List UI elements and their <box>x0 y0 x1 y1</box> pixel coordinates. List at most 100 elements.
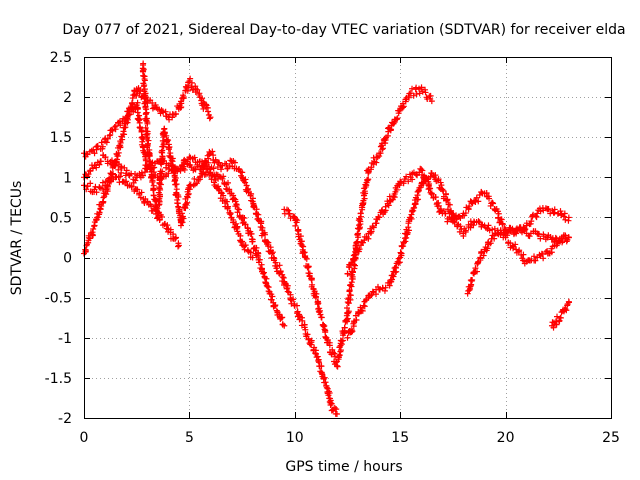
data-point <box>284 288 291 295</box>
data-point <box>462 210 469 217</box>
data-point <box>469 276 476 283</box>
data-point <box>343 312 350 319</box>
data-point <box>550 324 557 331</box>
data-point <box>334 363 341 370</box>
data-point <box>475 218 482 225</box>
data-point <box>191 154 198 161</box>
data-point <box>94 142 101 149</box>
data-point <box>347 281 354 288</box>
data-point <box>292 222 299 229</box>
data-point <box>408 211 415 218</box>
data-point <box>440 187 447 194</box>
data-point <box>140 73 147 80</box>
data-point <box>247 249 254 256</box>
data-point <box>548 249 555 256</box>
data-point <box>194 86 201 93</box>
data-point <box>322 327 329 334</box>
data-point <box>405 94 412 101</box>
data-point <box>152 102 159 109</box>
data-point <box>117 173 124 180</box>
data-point <box>399 104 406 111</box>
data-point <box>243 182 250 189</box>
data-point <box>457 223 464 230</box>
data-point <box>556 237 563 244</box>
data-point <box>164 222 171 229</box>
data-point <box>333 410 340 417</box>
data-point <box>553 321 560 328</box>
data-point <box>137 87 144 94</box>
data-point <box>545 206 552 213</box>
data-point <box>520 251 527 258</box>
y-tick-label: 0 <box>63 251 72 267</box>
data-point <box>368 228 375 235</box>
data-point <box>123 178 130 185</box>
data-point <box>117 163 124 170</box>
data-point <box>287 291 294 298</box>
data-point <box>344 304 351 311</box>
data-point <box>521 225 528 232</box>
data-point <box>405 178 412 185</box>
data-point <box>532 257 539 264</box>
data-point <box>438 182 445 189</box>
data-point <box>322 379 329 386</box>
data-point <box>477 254 484 261</box>
data-point <box>102 182 109 189</box>
data-point <box>142 110 149 117</box>
data-point <box>308 275 315 282</box>
data-point <box>121 124 128 131</box>
data-point <box>473 194 480 201</box>
data-point <box>411 204 418 211</box>
data-point <box>110 170 117 177</box>
data-point <box>103 139 110 146</box>
data-point <box>239 174 246 181</box>
data-point <box>345 308 352 315</box>
data-point <box>356 246 363 253</box>
series-sat-track-6 <box>281 84 435 370</box>
data-point <box>308 339 315 346</box>
data-point <box>395 260 402 267</box>
data-point <box>149 100 156 107</box>
data-point <box>504 232 511 239</box>
data-point <box>208 176 215 183</box>
data-point <box>104 183 111 190</box>
data-point <box>560 213 567 220</box>
data-point <box>173 234 180 241</box>
data-point <box>484 245 491 252</box>
y-tick-label: 2.5 <box>50 50 72 66</box>
data-point <box>286 210 293 217</box>
data-point <box>316 309 323 316</box>
data-point <box>338 338 345 345</box>
y-tick-label: -1.5 <box>45 371 72 387</box>
data-point <box>377 150 384 157</box>
data-point <box>96 161 103 168</box>
data-point <box>435 176 442 183</box>
data-point <box>318 314 325 321</box>
data-point <box>444 218 451 225</box>
data-point <box>382 207 389 214</box>
data-point <box>133 92 140 99</box>
y-tick-label: -2 <box>58 411 72 427</box>
data-point <box>146 158 153 165</box>
x-tick-label: 10 <box>286 430 304 446</box>
data-point <box>172 110 179 117</box>
data-point <box>449 210 456 217</box>
data-point <box>165 137 172 144</box>
data-point <box>190 182 197 189</box>
data-point <box>199 95 206 102</box>
data-point <box>290 296 297 303</box>
data-point <box>512 241 519 248</box>
data-point <box>499 221 506 228</box>
data-point <box>345 300 352 307</box>
data-point <box>361 188 368 195</box>
data-point <box>184 199 191 206</box>
data-point <box>205 108 212 115</box>
data-point <box>136 117 143 124</box>
data-point <box>294 302 301 309</box>
data-point <box>382 137 389 144</box>
data-point <box>256 256 263 263</box>
series-sat-track-10 <box>548 298 573 331</box>
data-point <box>531 253 538 260</box>
data-point <box>82 248 89 255</box>
data-point <box>523 220 530 227</box>
